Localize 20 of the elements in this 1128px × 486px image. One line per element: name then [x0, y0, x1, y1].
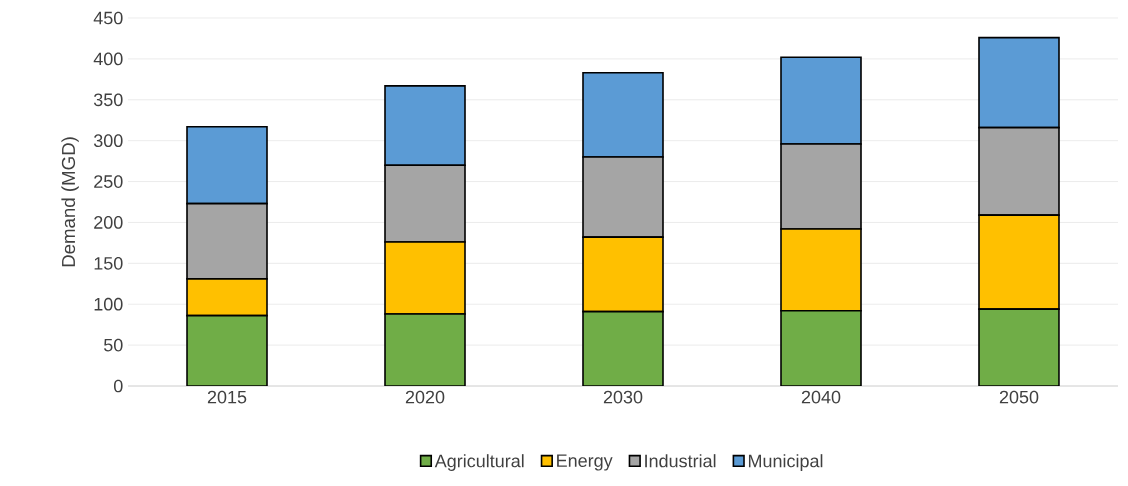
y-tick-label: 350	[93, 93, 123, 107]
y-axis-title: Demand (MGD)	[61, 137, 79, 267]
x-tick-label: 2015	[207, 390, 247, 404]
y-tick-label: 450	[93, 11, 123, 25]
y-tick-label: 100	[94, 297, 123, 311]
legend-label: Energy	[557, 454, 613, 471]
x-tick-label: 2040	[801, 390, 841, 404]
y-tick-label: 0	[113, 379, 123, 393]
y-tick-label: 150	[94, 256, 123, 270]
x-tick-label: 2030	[603, 390, 643, 404]
y-tick-label: 250	[94, 175, 123, 188]
legend-label: Municipal	[748, 454, 823, 471]
y-tick-label: 400	[93, 52, 123, 66]
y-tick-label: 200	[94, 216, 123, 229]
y-tick-label: 300	[93, 134, 123, 148]
x-tick-label: 2020	[405, 390, 445, 404]
y-tick-label: 50	[103, 338, 123, 352]
legend-label: Industrial	[645, 454, 716, 468]
x-tick-label: 2050	[999, 390, 1039, 404]
legend-label: Agricultural	[434, 454, 524, 471]
